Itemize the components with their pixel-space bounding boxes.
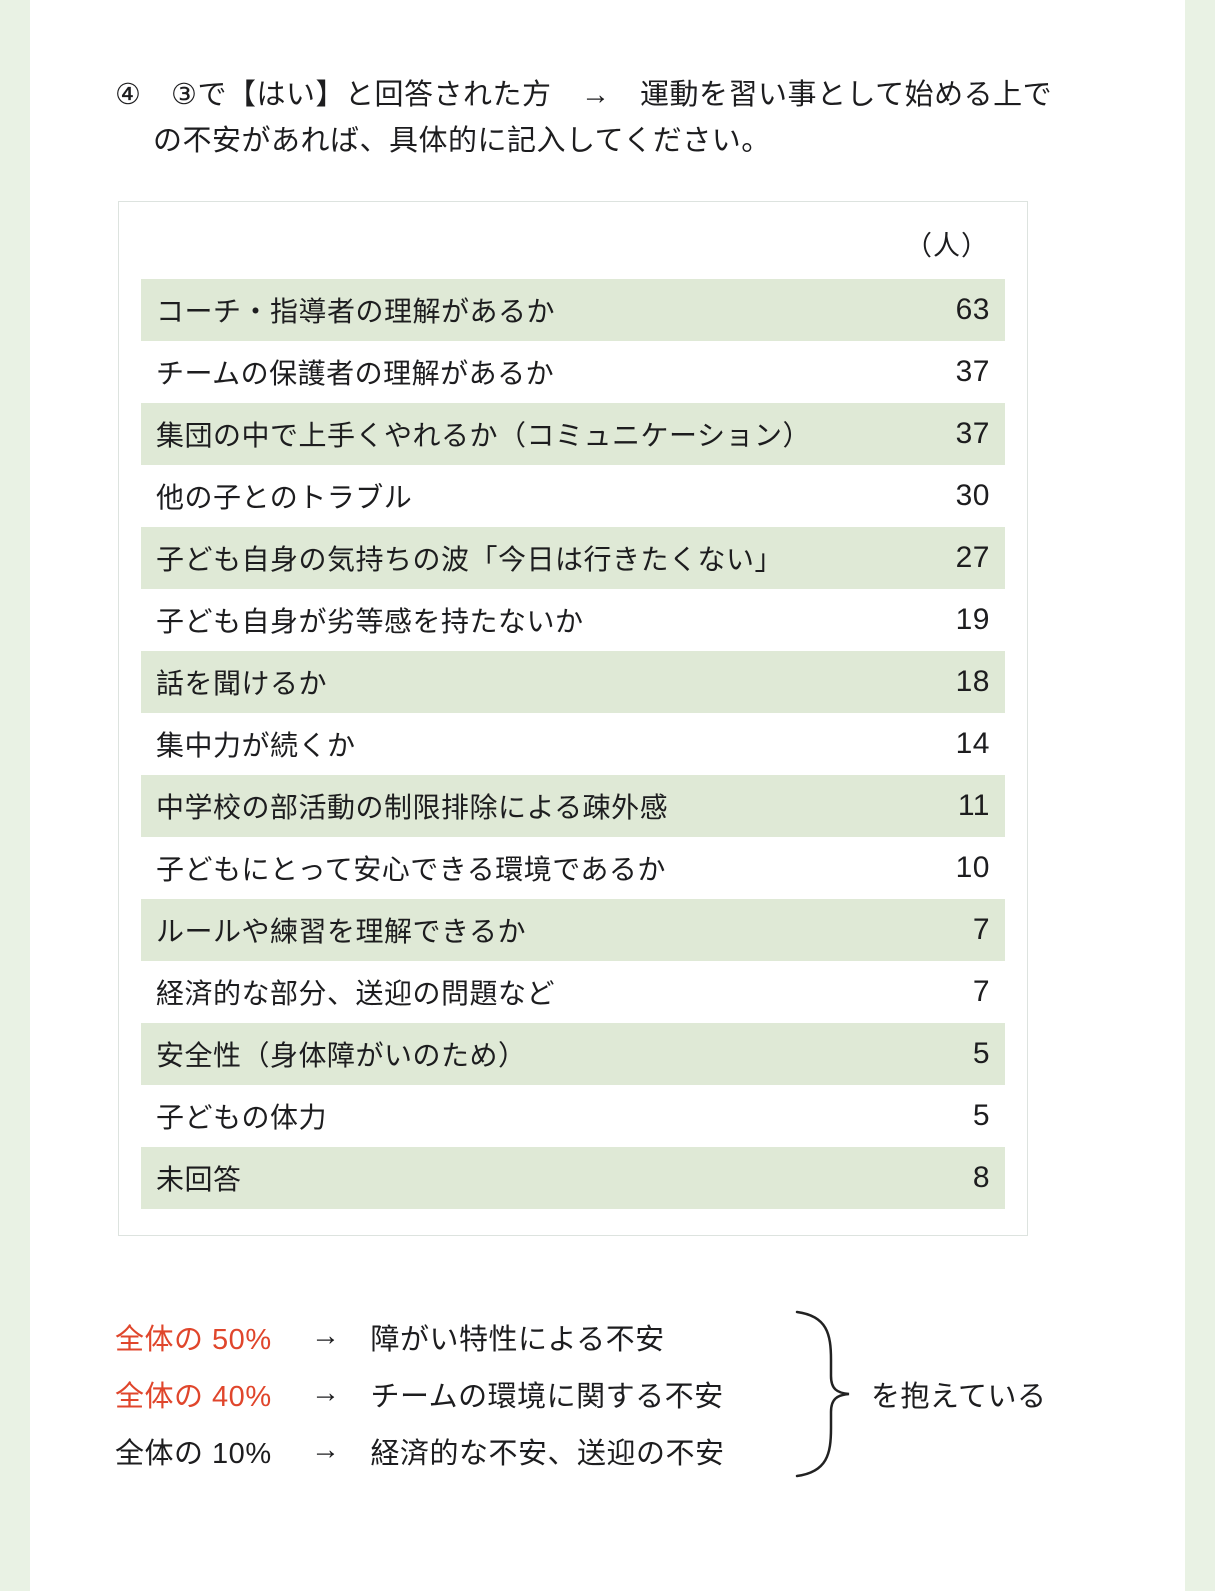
- row-value: 14: [955, 726, 990, 760]
- row-value: 7: [972, 974, 990, 1008]
- question-heading: ④ ③で【はい】と回答された方 → 運動を習い事として始める上で の不安があれば…: [115, 72, 1100, 165]
- table-row: 子ども自身が劣等感を持たないか 19: [141, 589, 1005, 651]
- row-value: 11: [957, 788, 990, 822]
- summary-text: 障がい特性による不安: [370, 1323, 665, 1356]
- table-row: 子どもの体力 5: [141, 1085, 1005, 1147]
- summary-section: 全体の 50% → 障がい特性による不安 全体の 40% → チームの環境に関す…: [115, 1308, 1100, 1480]
- row-value: 19: [955, 602, 990, 636]
- summary-lines: 全体の 50% → 障がい特性による不安 全体の 40% → チームの環境に関す…: [115, 1317, 787, 1471]
- table-row: 集中力が続くか 14: [141, 713, 1005, 775]
- row-value: 30: [955, 478, 990, 512]
- row-label: 安全性（身体障がいのため）: [156, 1039, 527, 1071]
- summary-text: チームの環境に関する不安: [370, 1380, 724, 1413]
- summary-line: 全体の 50% → 障がい特性による不安: [115, 1317, 787, 1357]
- row-label: ルールや練習を理解できるか: [156, 915, 526, 947]
- table-row: 子ども自身の気持ちの波「今日は行きたくない」 27: [141, 526, 1005, 589]
- row-label: 子ども自身が劣等感を持たないか: [156, 605, 584, 637]
- results-table: （人） コーチ・指導者の理解があるか 63 チームの保護者の理解があるか 37 …: [118, 200, 1028, 1236]
- page-content: ④ ③で【はい】と回答された方 → 運動を習い事として始める上で の不安があれば…: [115, 72, 1100, 1480]
- row-label: 未回答: [156, 1163, 242, 1195]
- results-table-body: コーチ・指導者の理解があるか 63 チームの保護者の理解があるか 37 集団の中…: [141, 278, 1005, 1209]
- row-value: 7: [972, 912, 990, 946]
- table-row: 経済的な部分、送迎の問題など 7: [141, 961, 1005, 1023]
- summary-percent: 全体の 40%: [115, 1380, 272, 1413]
- table-row: 中学校の部活動の制限排除による疎外感 11: [141, 774, 1005, 837]
- table-row: 集団の中で上手くやれるか（コミュニケーション） 37: [141, 402, 1005, 465]
- row-label: 子ども自身の気持ちの波「今日は行きたくない」: [156, 543, 784, 575]
- page-edge-right: [1185, 0, 1215, 1591]
- table-row: 話を聞けるか 18: [141, 650, 1005, 713]
- question-heading-line1: ④ ③で【はい】と回答された方 → 運動を習い事として始める上で: [115, 79, 1053, 111]
- arrow-right-icon: →: [311, 1434, 341, 1467]
- summary-percent: 全体の 50%: [115, 1323, 272, 1356]
- question-heading-line2: の不安があれば、具体的に記入してください。: [153, 125, 771, 158]
- table-row: 未回答 8: [141, 1146, 1005, 1209]
- table-row: 安全性（身体障がいのため） 5: [141, 1022, 1005, 1085]
- arrow-right-icon: →: [311, 1377, 341, 1410]
- row-value: 18: [955, 664, 990, 698]
- row-label: コーチ・指導者の理解があるか: [156, 295, 556, 327]
- row-value: 63: [955, 292, 990, 326]
- curly-brace-icon: [795, 1310, 850, 1478]
- table-row: 子どもにとって安心できる環境であるか 10: [141, 837, 1005, 899]
- row-label: 子どもにとって安心できる環境であるか: [156, 853, 666, 885]
- row-value: 27: [955, 540, 990, 574]
- arrow-right-icon: →: [311, 1320, 341, 1353]
- row-label: 集中力が続くか: [156, 729, 356, 761]
- summary-line: 全体の 40% → チームの環境に関する不安: [115, 1374, 787, 1414]
- row-value: 10: [955, 850, 990, 884]
- brace-label: を抱えている: [871, 1380, 1047, 1413]
- row-label: 中学校の部活動の制限排除による疎外感: [156, 791, 669, 823]
- unit-label: （人）: [905, 230, 989, 261]
- page-edge-left: [0, 0, 30, 1591]
- table-row: 他の子とのトラブル 30: [141, 465, 1005, 527]
- table-row: チームの保護者の理解があるか 37: [141, 341, 1005, 403]
- summary-percent: 全体の 10%: [115, 1437, 272, 1470]
- summary-line: 全体の 10% → 経済的な不安、送迎の不安: [115, 1431, 787, 1471]
- row-label: 経済的な部分、送迎の問題など: [156, 977, 556, 1009]
- row-label: チームの保護者の理解があるか: [156, 357, 555, 389]
- summary-text: 経済的な不安、送迎の不安: [370, 1437, 725, 1470]
- row-value: 8: [972, 1160, 990, 1194]
- row-label: 子どもの体力: [156, 1101, 328, 1133]
- row-label: 話を聞けるか: [156, 667, 328, 699]
- table-row: ルールや練習を理解できるか 7: [141, 898, 1005, 961]
- table-row: コーチ・指導者の理解があるか 63: [141, 278, 1005, 341]
- row-value: 37: [955, 354, 990, 388]
- row-value: 5: [972, 1036, 990, 1070]
- row-value: 5: [972, 1098, 990, 1132]
- row-value: 37: [955, 416, 990, 450]
- row-label: 集団の中で上手くやれるか（コミュニケーション）: [156, 419, 811, 451]
- row-label: 他の子とのトラブル: [156, 481, 413, 513]
